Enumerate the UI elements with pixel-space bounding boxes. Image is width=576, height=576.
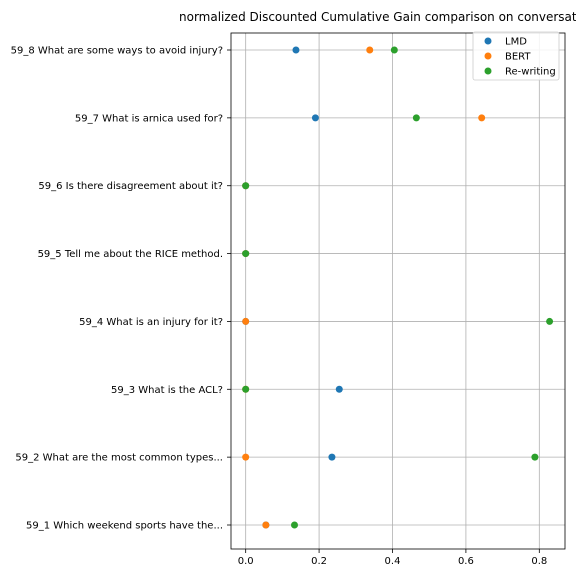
legend-marker-re-writing: [484, 67, 492, 75]
data-point-re-writing: [242, 385, 250, 393]
y-tick-label: 59_3 What is the ACL?: [111, 385, 223, 396]
y-tick-label: 59_5 Tell me about the RICE method.: [38, 249, 223, 260]
x-tick-label: 0.0: [238, 556, 254, 567]
data-point-bert: [366, 46, 374, 54]
x-axis: 0.0 0.2 0.4 0.6 0.8: [238, 549, 547, 567]
data-point-re-writing: [242, 250, 250, 258]
data-point-re-writing: [412, 114, 420, 122]
data-point-bert: [262, 521, 270, 529]
data-point-bert: [478, 114, 486, 122]
chart-title: normalized Discounted Cumulative Gain co…: [179, 10, 576, 24]
y-tick-label: 59_4 What is an injury for it?: [79, 317, 223, 328]
data-point-lmd: [328, 453, 336, 461]
y-tick-label: 59_2 What are the most common types...: [15, 453, 223, 464]
x-tick-label: 0.8: [531, 556, 547, 567]
x-tick-label: 0.4: [385, 556, 401, 567]
y-axis: 59_1 Which weekend sports have the... 59_…: [11, 46, 231, 532]
y-tick-label: 59_1 Which weekend sports have the...: [26, 521, 223, 532]
legend-marker-bert: [484, 52, 492, 60]
data-point-lmd: [292, 46, 300, 54]
x-tick-label: 0.2: [311, 556, 327, 567]
y-tick-label: 59_6 Is there disagreement about it?: [38, 181, 223, 192]
data-point-re-writing: [242, 182, 250, 190]
legend-frame: [472, 31, 560, 81]
data-point-lmd: [335, 385, 343, 393]
legend: LMD BERT Re-writing: [472, 31, 560, 81]
legend-label-lmd: LMD: [505, 37, 527, 48]
data-point-bert: [242, 453, 250, 461]
grid-layer: [231, 33, 565, 549]
data-point-re-writing: [546, 317, 554, 325]
data-point-bert: [242, 317, 250, 325]
plot-frame: [230, 32, 566, 550]
legend-label-re-writing: Re-writing: [505, 67, 556, 78]
x-tick-label: 0.6: [458, 556, 474, 567]
y-tick-label: 59_8 What are some ways to avoid injury?: [11, 46, 223, 57]
points-layer: [242, 46, 554, 529]
data-point-re-writing: [290, 521, 298, 529]
y-tick-label: 59_7 What is arnica used for?: [75, 113, 223, 124]
data-point-lmd: [311, 114, 319, 122]
data-point-re-writing: [531, 453, 539, 461]
data-point-re-writing: [390, 46, 398, 54]
legend-marker-lmd: [484, 37, 492, 45]
legend-label-bert: BERT: [505, 52, 531, 63]
